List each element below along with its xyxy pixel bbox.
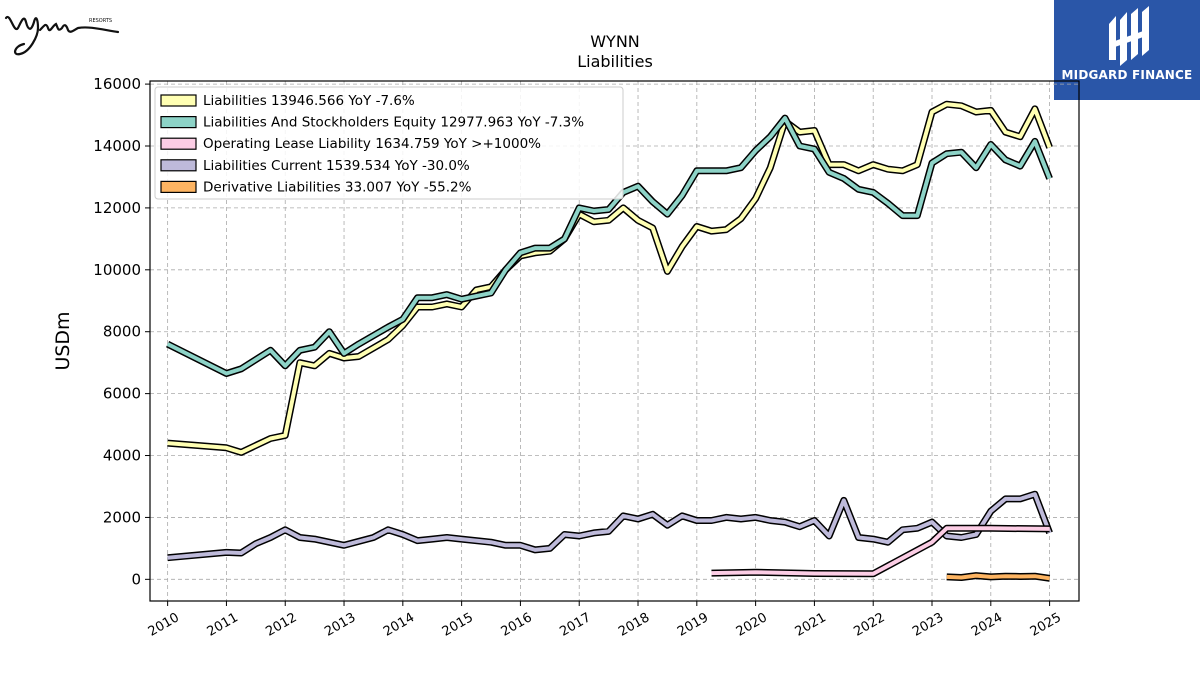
wynn-resorts-logo: RESORTS xyxy=(4,15,120,56)
x-tick-label: 2010 xyxy=(146,610,182,640)
x-tick-label: 2016 xyxy=(499,610,535,640)
plot-frame xyxy=(149,80,1080,602)
legend-swatch xyxy=(160,137,197,150)
midgard-finance-logo: MIDGARD FINANCE xyxy=(1054,0,1200,100)
series-line xyxy=(166,116,1052,376)
legend-item: Operating Lease Liability 1634.759 YoY >… xyxy=(160,136,541,152)
x-tick-label: 2013 xyxy=(322,610,358,640)
x-tick-label: 2021 xyxy=(793,610,829,640)
legend-label: Operating Lease Liability 1634.759 YoY >… xyxy=(203,136,541,152)
legend-item: Liabilities 13946.566 YoY -7.6% xyxy=(160,93,415,109)
legend-label: Liabilities Current 1539.534 YoY -30.0% xyxy=(203,158,470,174)
y-tick-label: 4000 xyxy=(103,447,141,465)
y-tick-label: 14000 xyxy=(93,137,141,155)
legend-label: Derivative Liabilities 33.007 YoY -55.2% xyxy=(203,179,472,195)
series-lines xyxy=(166,100,1053,582)
y-axis-ticks: 0 2000 4000 6000 8000 10000 12000 14000 16000 xyxy=(93,75,150,588)
wynn-logo-script xyxy=(4,15,120,56)
legend-box xyxy=(154,86,624,200)
series-line xyxy=(167,102,1052,455)
y-tick-label: 6000 xyxy=(103,385,141,403)
x-tick-label: 2022 xyxy=(851,610,887,640)
y-tick-label: 10000 xyxy=(93,261,141,279)
x-tick-label: 2011 xyxy=(205,610,241,640)
legend: Liabilities 13946.566 YoY -7.6% Liabiliti… xyxy=(154,86,624,200)
series-line xyxy=(167,492,1052,560)
chart-subtitle: Liabilities xyxy=(577,52,653,71)
legend-label: Liabilities And Stockholders Equity 1297… xyxy=(203,115,584,131)
x-axis-ticks: 2010 2011 2012 2013 2014 2015 2016 2017 2018 2019… xyxy=(146,601,1064,640)
x-tick-label: 2025 xyxy=(1028,610,1064,640)
chart-title: WYNN xyxy=(590,32,640,51)
x-tick-label: 2014 xyxy=(381,610,417,640)
series-outline xyxy=(711,524,1050,578)
x-tick-label: 2019 xyxy=(675,610,711,640)
y-tick-label: 12000 xyxy=(93,199,141,217)
x-tick-label: 2017 xyxy=(557,610,593,640)
legend-swatch xyxy=(160,180,197,193)
wynn-logo-subtext: RESORTS xyxy=(89,18,112,24)
x-tick-label: 2015 xyxy=(440,610,476,640)
publisher-name: MIDGARD FINANCE xyxy=(1061,68,1193,82)
legend-swatch xyxy=(160,115,197,129)
x-tick-label: 2012 xyxy=(263,610,299,640)
legend-item: Liabilities And Stockholders Equity 1297… xyxy=(160,115,584,131)
series-liabilities xyxy=(167,100,1053,456)
y-tick-label: 8000 xyxy=(103,323,141,341)
y-tick-label: 0 xyxy=(131,570,141,588)
midgard-emblem-icon xyxy=(1109,6,1149,66)
series-line xyxy=(946,573,1050,581)
legend-swatch xyxy=(160,94,197,107)
y-axis-label: USDm xyxy=(52,311,74,370)
x-tick-label: 2020 xyxy=(734,610,770,640)
legend-swatch xyxy=(160,159,197,172)
series-line xyxy=(711,526,1050,576)
legend-label: Liabilities 13946.566 YoY -7.6% xyxy=(203,93,415,109)
y-tick-label: 2000 xyxy=(103,508,141,526)
x-tick-label: 2024 xyxy=(969,610,1005,640)
y-tick-label: 16000 xyxy=(93,75,141,93)
legend-item: Derivative Liabilities 33.007 YoY -55.2% xyxy=(160,179,472,195)
series-derivative-liabilities xyxy=(946,572,1051,582)
x-tick-label: 2023 xyxy=(910,610,946,640)
legend-item: Liabilities Current 1539.534 YoY -30.0% xyxy=(160,158,470,174)
series-operating-lease-liability xyxy=(711,524,1050,578)
series-liabilities-current xyxy=(167,490,1053,562)
x-tick-label: 2018 xyxy=(616,610,652,640)
series-liabilities-and-stockholders-equity xyxy=(166,114,1053,377)
